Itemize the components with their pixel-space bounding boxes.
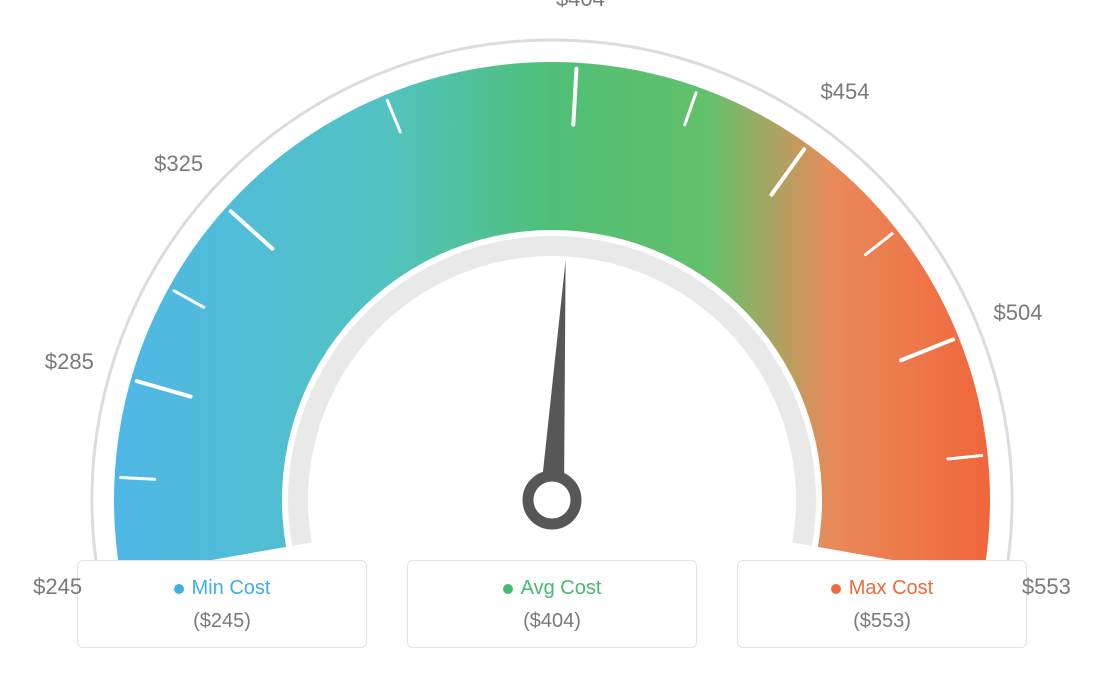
legend-dot-max — [831, 584, 841, 594]
legend-card-avg: Avg Cost ($404) — [407, 560, 697, 648]
gauge-chart: $245$285$325$404$454$504$553 — [0, 0, 1104, 560]
gauge-tick-label: $325 — [154, 151, 203, 177]
legend-card-max: Max Cost ($553) — [737, 560, 1027, 648]
legend-value-avg: ($404) — [426, 610, 678, 633]
gauge-tick-label: $404 — [556, 0, 605, 12]
legend-title-line: Min Cost — [96, 577, 348, 600]
gauge-tick-label: $454 — [821, 79, 870, 105]
gauge-tick-label: $553 — [1022, 574, 1071, 600]
legend-card-min: Min Cost ($245) — [77, 560, 367, 648]
legend-dot-avg — [503, 584, 513, 594]
legend-row: Min Cost ($245) Avg Cost ($404) Max Cost… — [0, 560, 1104, 648]
gauge-svg — [0, 0, 1104, 560]
legend-title-line: Avg Cost — [426, 577, 678, 600]
legend-value-max: ($553) — [756, 610, 1008, 633]
legend-title-line: Max Cost — [756, 577, 1008, 600]
legend-title-max: Max Cost — [849, 577, 933, 600]
legend-value-min: ($245) — [96, 610, 348, 633]
gauge-tick-label: $285 — [45, 349, 94, 375]
legend-title-avg: Avg Cost — [521, 577, 602, 600]
gauge-tick-label: $504 — [994, 300, 1043, 326]
legend-title-min: Min Cost — [192, 577, 271, 600]
gauge-tick-label: $245 — [33, 574, 82, 600]
legend-dot-min — [174, 584, 184, 594]
